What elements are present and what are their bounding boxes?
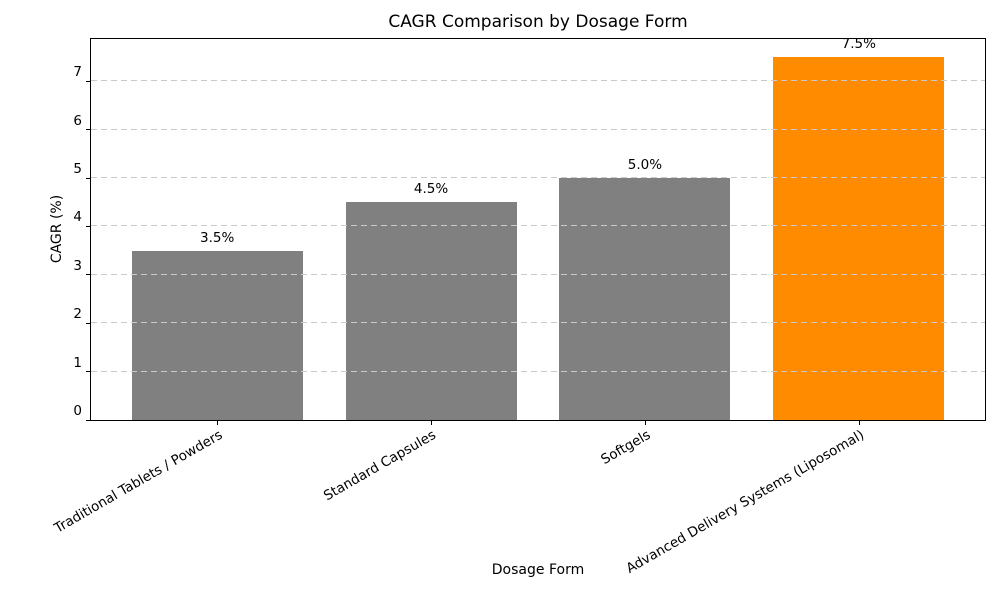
- bar-value-label-advanced-delivery-systems-liposomal: 7.5%: [841, 36, 876, 53]
- y-tick-label-7: 7: [73, 64, 82, 81]
- y-tick-mark: [86, 419, 90, 421]
- x-tick-mark: [858, 421, 860, 425]
- x-tick-label-standard-capsules: Standard Capsules: [321, 427, 440, 505]
- x-tick-label-advanced-delivery-systems-liposomal: Advanced Delivery Systems (Liposomal): [623, 427, 867, 577]
- y-tick-mark: [86, 80, 90, 82]
- gridline-y-4: [91, 225, 985, 227]
- y-tick-mark: [86, 371, 90, 373]
- y-tick-label-1: 1: [73, 354, 82, 371]
- gridline-y-7: [91, 80, 985, 82]
- y-tick-label-5: 5: [73, 161, 82, 178]
- bar-value-label-standard-capsules: 4.5%: [413, 181, 449, 198]
- y-tick-label-0: 0: [73, 403, 82, 419]
- y-tick-mark: [86, 129, 90, 131]
- gridline-y-5: [91, 177, 985, 179]
- y-tick-label-4: 4: [73, 209, 82, 226]
- y-tick-mark: [86, 274, 90, 276]
- bar-standard-capsules: [345, 202, 517, 420]
- y-axis-label: CAGR (%): [49, 194, 65, 264]
- gridline-y-1: [91, 370, 985, 372]
- y-tick-label-3: 3: [73, 257, 82, 274]
- y-tick-label-2: 2: [73, 306, 82, 323]
- chart-title: CAGR Comparison by Dosage Form: [388, 12, 688, 32]
- bar-advanced-delivery-systems-liposomal: [773, 57, 945, 420]
- gridline-y-6: [91, 128, 985, 130]
- bar-traditional-tablets-powders: [131, 250, 303, 420]
- x-axis-label: Dosage Form: [491, 562, 585, 578]
- y-tick-label-6: 6: [73, 112, 82, 129]
- plot-area: 3.5% Traditional Tablets / Powders 4.5% Sta…: [51, 36, 986, 577]
- x-tick-mark: [217, 421, 219, 425]
- x-tick-mark: [644, 421, 646, 425]
- y-tick-mark: [86, 322, 90, 324]
- x-tick-mark: [431, 421, 433, 425]
- y-tick-mark: [86, 177, 90, 179]
- x-tick-label-traditional-tablets-powders: Traditional Tablets / Powders: [51, 427, 226, 537]
- gridline-y-2: [91, 322, 985, 324]
- bar-value-label-traditional-tablets-powders: 3.5%: [200, 229, 235, 246]
- bar-value-label-softgels: 5.0%: [627, 157, 663, 174]
- x-tick-label-softgels: Softgels: [597, 427, 653, 469]
- bar-softgels: [559, 178, 731, 420]
- y-tick-mark: [86, 225, 90, 227]
- gridline-y-3: [91, 273, 985, 275]
